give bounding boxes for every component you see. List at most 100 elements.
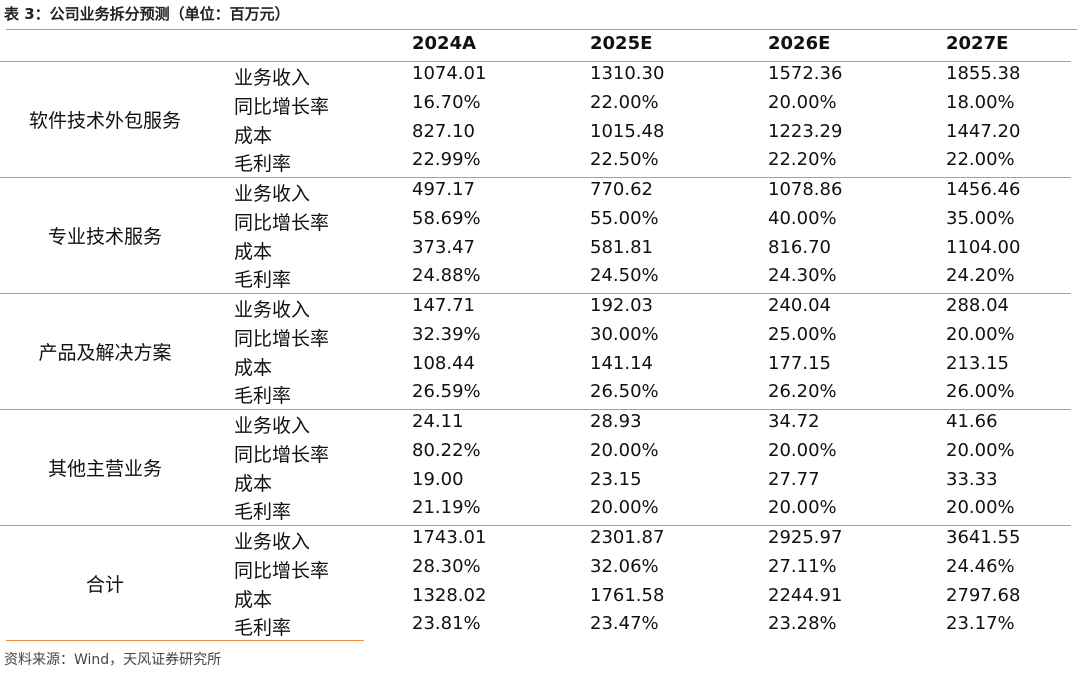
- value-cell: 147.71: [412, 295, 475, 316]
- value-cell: 1104.00: [946, 236, 1021, 258]
- value-cell: 816.70: [768, 236, 831, 258]
- segment-divider: [0, 61, 1071, 62]
- value-cell: 40.00%: [768, 207, 837, 229]
- table-row: 业务收入 1074.01 1310.30 1572.36 1855.38: [6, 61, 1077, 90]
- table-row: 业务收入 497.17 770.62 1078.86 1456.46: [6, 177, 1077, 206]
- value-cell: 1572.36: [768, 63, 843, 84]
- value-cell: 2797.68: [946, 584, 1021, 606]
- segment-name: 合计: [85, 573, 124, 596]
- value-cell: 23.81%: [412, 613, 481, 635]
- segment-block: 其他主营业务 业务收入 24.11 28.93 34.72 41.66 同比增长率 80.22…: [6, 409, 1077, 525]
- value-cell: 16.70%: [412, 91, 481, 113]
- table-row: 业务收入 24.11 28.93 34.72 41.66: [6, 409, 1077, 438]
- source-note: 资料来源：Wind，天风证券研究所: [4, 652, 222, 668]
- metric-label: 成本: [234, 588, 273, 611]
- value-cell: 24.46%: [946, 555, 1015, 577]
- value-cell: 22.00%: [590, 91, 659, 113]
- header-2026e: 2026E: [768, 33, 831, 54]
- value-cell: 2925.97: [768, 527, 843, 548]
- value-cell: 20.00%: [590, 439, 659, 461]
- table-row: 毛利率 23.81% 23.47% 23.28% 23.17%: [6, 611, 1077, 640]
- table-row: 成本 827.10 1015.48 1223.29 1447.20: [6, 119, 1077, 148]
- value-cell: 213.15: [946, 352, 1009, 374]
- value-cell: 26.59%: [412, 381, 481, 403]
- value-cell: 23.15: [590, 468, 642, 490]
- value-cell: 497.17: [412, 179, 475, 200]
- value-cell: 24.20%: [946, 265, 1015, 287]
- segment-name: 软件技术外包服务: [28, 109, 181, 132]
- value-cell: 23.17%: [946, 613, 1015, 635]
- metric-label: 同比增长率: [234, 95, 330, 118]
- value-cell: 18.00%: [946, 91, 1015, 113]
- header-2024a: 2024A: [412, 33, 477, 54]
- value-cell: 1743.01: [412, 527, 487, 548]
- value-cell: 1074.01: [412, 63, 487, 84]
- value-cell: 55.00%: [590, 207, 659, 229]
- table-row: 同比增长率 28.30% 32.06% 27.11% 24.46%: [6, 554, 1077, 583]
- value-cell: 41.66: [946, 411, 998, 432]
- value-cell: 1223.29: [768, 120, 843, 142]
- value-cell: 20.00%: [768, 91, 837, 113]
- metric-label: 业务收入: [234, 415, 311, 437]
- value-cell: 28.30%: [412, 555, 481, 577]
- value-cell: 20.00%: [946, 323, 1015, 345]
- value-cell: 1761.58: [590, 584, 665, 606]
- value-cell: 141.14: [590, 352, 653, 374]
- value-cell: 20.00%: [768, 497, 837, 519]
- value-cell: 27.11%: [768, 555, 837, 577]
- value-cell: 58.69%: [412, 207, 481, 229]
- value-cell: 177.15: [768, 352, 831, 374]
- table-row: 毛利率 26.59% 26.50% 26.20% 26.00%: [6, 379, 1077, 408]
- metric-label: 业务收入: [234, 531, 311, 553]
- value-cell: 22.50%: [590, 149, 659, 171]
- value-cell: 20.00%: [946, 497, 1015, 519]
- value-cell: 25.00%: [768, 323, 837, 345]
- bottom-rule: [6, 640, 364, 641]
- metric-label: 同比增长率: [234, 443, 330, 466]
- table-row: 同比增长率 80.22% 20.00% 20.00% 20.00%: [6, 438, 1077, 467]
- table-header: 2024A 2025E 2026E 2027E: [6, 29, 1077, 61]
- metric-label: 业务收入: [234, 67, 311, 89]
- segment-block: 软件技术外包服务 业务收入 1074.01 1310.30 1572.36 1855.38…: [6, 61, 1077, 177]
- metric-label: 毛利率: [234, 269, 292, 292]
- value-cell: 827.10: [412, 120, 475, 142]
- header-2027e: 2027E: [946, 33, 1009, 54]
- value-cell: 80.22%: [412, 439, 481, 461]
- top-rule: [6, 29, 1077, 30]
- value-cell: 26.50%: [590, 381, 659, 403]
- value-cell: 34.72: [768, 411, 820, 432]
- value-cell: 1328.02: [412, 584, 487, 606]
- table-row: 同比增长率 32.39% 30.00% 25.00% 20.00%: [6, 322, 1077, 351]
- segment-name: 专业技术服务: [47, 225, 162, 248]
- value-cell: 26.20%: [768, 381, 837, 403]
- metric-label: 毛利率: [234, 153, 292, 176]
- value-cell: 35.00%: [946, 207, 1015, 229]
- value-cell: 32.39%: [412, 323, 481, 345]
- value-cell: 108.44: [412, 352, 475, 374]
- metric-label: 毛利率: [234, 617, 292, 640]
- metric-label: 成本: [234, 472, 273, 495]
- table-row: 成本 1328.02 1761.58 2244.91 2797.68: [6, 583, 1077, 612]
- metric-label: 业务收入: [234, 299, 311, 321]
- metric-label: 毛利率: [234, 385, 292, 408]
- value-cell: 1310.30: [590, 63, 665, 84]
- table-row: 业务收入 147.71 192.03 240.04 288.04: [6, 293, 1077, 322]
- value-cell: 770.62: [590, 179, 653, 200]
- value-cell: 24.11: [412, 411, 464, 432]
- table-caption: 表 3：公司业务拆分预测（单位：百万元）: [4, 5, 290, 23]
- value-cell: 33.33: [946, 468, 998, 490]
- value-cell: 21.19%: [412, 497, 481, 519]
- segment-divider: [0, 525, 1071, 526]
- value-cell: 1015.48: [590, 120, 665, 142]
- segment-block: 合计 业务收入 1743.01 2301.87 2925.97 3641.55 同比增长率 2…: [6, 525, 1077, 641]
- table-row: 毛利率 22.99% 22.50% 22.20% 22.00%: [6, 147, 1077, 176]
- value-cell: 20.00%: [768, 439, 837, 461]
- segment-divider: [0, 293, 1071, 294]
- metric-label: 同比增长率: [234, 559, 330, 582]
- segment-name: 其他主营业务: [47, 457, 162, 480]
- table-row: 毛利率 21.19% 20.00% 20.00% 20.00%: [6, 495, 1077, 524]
- value-cell: 22.00%: [946, 149, 1015, 171]
- metric-label: 成本: [234, 124, 273, 147]
- segment-divider: [0, 409, 1071, 410]
- table-row: 成本 19.00 23.15 27.77 33.33: [6, 467, 1077, 496]
